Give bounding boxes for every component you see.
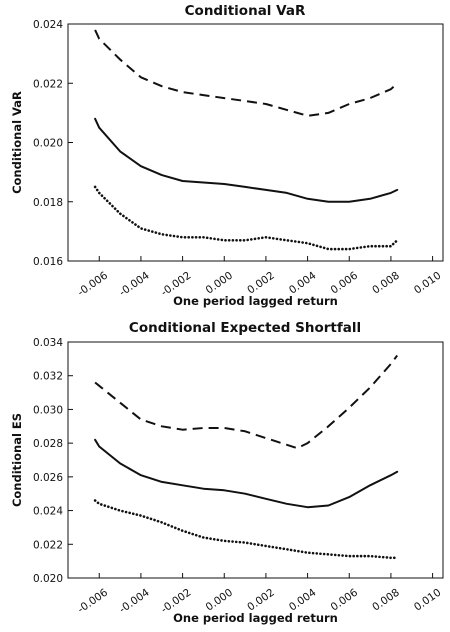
y-tick-label: 0.034 bbox=[33, 337, 63, 349]
y-tick-label: 0.020 bbox=[33, 138, 63, 150]
y-tick-label: 0.028 bbox=[33, 438, 63, 450]
y-axis-label: Conditional VaR bbox=[10, 91, 24, 194]
x-axis-label: One period lagged return bbox=[173, 611, 338, 625]
plot-area bbox=[67, 341, 444, 579]
chart-panel-conditional-var: Conditional VaR Conditional VaR One peri… bbox=[10, 3, 444, 308]
x-tick-label: 0.008 bbox=[370, 587, 402, 614]
y-tick-label: 0.024 bbox=[33, 506, 63, 518]
series-line-dashed bbox=[94, 354, 399, 450]
series-line-dotted bbox=[93, 499, 399, 560]
y-axis: 0.020 0.022 0.024 0.026 0.028 0.030 0.032 0.034 bbox=[33, 337, 73, 585]
x-tick-label: 0.006 bbox=[329, 269, 361, 296]
y-tick-label: 0.026 bbox=[33, 472, 63, 484]
series-line-dashed bbox=[94, 29, 398, 117]
series-line-solid bbox=[94, 438, 399, 509]
plot-area bbox=[67, 23, 444, 262]
x-tick-label: 0.010 bbox=[412, 587, 444, 614]
series-line-solid bbox=[94, 117, 399, 203]
chart-panel-conditional-es: Conditional Expected Shortfall Condition… bbox=[10, 320, 444, 625]
y-tick-label: 0.016 bbox=[33, 256, 63, 268]
x-tick-label: 0.000 bbox=[204, 587, 236, 614]
series-layer bbox=[93, 29, 399, 251]
y-axis-label: Conditional ES bbox=[10, 413, 24, 507]
y-tick-label: 0.018 bbox=[33, 197, 63, 209]
series-layer bbox=[93, 354, 399, 560]
y-tick-label: 0.022 bbox=[33, 539, 63, 551]
x-tick-label: -0.006 bbox=[75, 586, 110, 615]
x-tick-label: -0.006 bbox=[75, 269, 110, 298]
x-tick-label: -0.004 bbox=[117, 586, 152, 615]
chart-title: Conditional VaR bbox=[185, 3, 306, 19]
chart-title: Conditional Expected Shortfall bbox=[129, 320, 361, 336]
y-tick-label: 0.032 bbox=[33, 371, 63, 383]
x-tick-label: 0.010 bbox=[412, 270, 444, 297]
x-tick-label: 0.008 bbox=[370, 270, 402, 297]
series-line-dotted bbox=[93, 185, 399, 251]
x-tick-label: 0.000 bbox=[204, 270, 236, 297]
x-axis: -0.006 -0.004 -0.002 0.000 0.002 0.004 0.006 0.… bbox=[75, 573, 443, 616]
x-tick-label: -0.004 bbox=[117, 269, 152, 298]
x-axis-label: One period lagged return bbox=[173, 294, 338, 308]
y-tick-label: 0.024 bbox=[33, 19, 63, 31]
x-tick-label: 0.004 bbox=[287, 586, 319, 613]
y-tick-label: 0.022 bbox=[33, 78, 63, 90]
x-tick-label: 0.006 bbox=[329, 586, 361, 613]
x-axis: -0.006 -0.004 -0.002 0.000 0.002 0.004 0.006 0.… bbox=[75, 256, 443, 299]
y-tick-label: 0.020 bbox=[33, 573, 63, 585]
y-tick-label: 0.030 bbox=[33, 404, 63, 416]
x-tick-label: 0.002 bbox=[245, 270, 277, 297]
x-tick-label: 0.004 bbox=[287, 269, 319, 296]
x-tick-label: 0.002 bbox=[245, 587, 277, 614]
y-axis: 0.016 0.018 0.020 0.022 0.024 bbox=[33, 19, 73, 268]
